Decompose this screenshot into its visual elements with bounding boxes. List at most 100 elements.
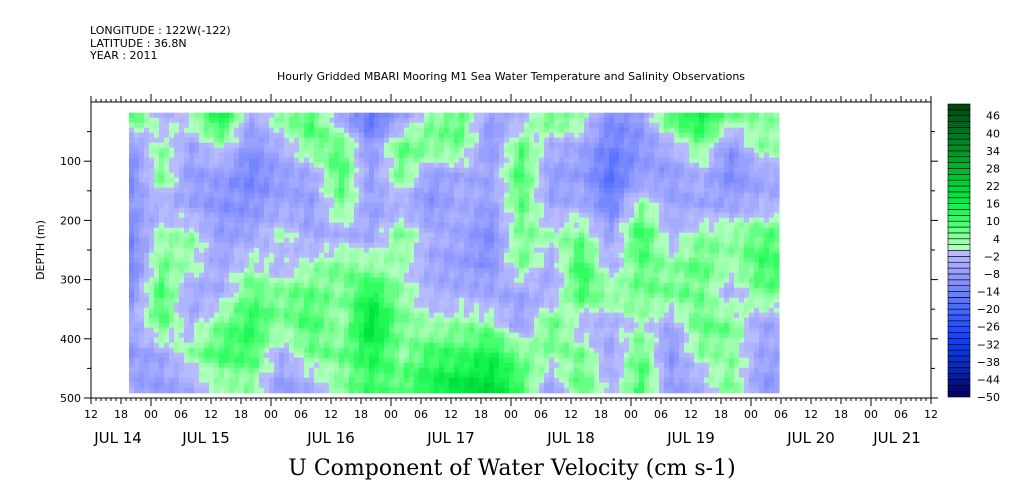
heatmap-cell <box>554 277 560 284</box>
heatmap-cell <box>234 202 240 209</box>
heatmap-cell <box>369 257 375 264</box>
heatmap-cell <box>479 142 485 149</box>
heatmap-cell <box>504 157 510 164</box>
heatmap-cell <box>459 282 465 289</box>
heatmap-cell <box>144 147 150 154</box>
heatmap-cell <box>319 272 325 279</box>
heatmap-cell <box>414 262 420 269</box>
heatmap-cell <box>174 292 180 299</box>
heatmap-cell <box>254 367 260 374</box>
heatmap-cell <box>424 357 430 364</box>
heatmap-cell <box>159 292 165 299</box>
heatmap-cell <box>364 202 370 209</box>
heatmap-cell <box>389 312 395 319</box>
heatmap-cell <box>339 242 345 249</box>
heatmap-cell <box>539 197 545 204</box>
heatmap-cell <box>349 152 355 159</box>
heatmap-cell <box>544 177 550 184</box>
heatmap-cell <box>339 267 345 274</box>
heatmap-cell <box>419 132 425 139</box>
heatmap-cell <box>249 182 255 189</box>
heatmap-cell <box>414 362 420 369</box>
heatmap-cell <box>189 157 195 164</box>
heatmap-cell <box>479 382 485 389</box>
heatmap-cell <box>319 232 325 239</box>
heatmap-cell <box>449 342 455 349</box>
heatmap-cell <box>329 167 335 174</box>
heatmap-cell <box>174 367 180 374</box>
heatmap-cell <box>379 222 385 229</box>
heatmap-cell <box>449 127 455 134</box>
heatmap-cell <box>144 327 150 334</box>
heatmap-cell <box>359 217 365 224</box>
heatmap-cell <box>254 307 260 314</box>
heatmap-cell <box>394 357 400 364</box>
heatmap-cell <box>154 237 160 244</box>
heatmap-cell <box>559 137 565 144</box>
heatmap-cell <box>209 132 215 139</box>
heatmap-cell <box>384 302 390 309</box>
heatmap-cell <box>459 222 465 229</box>
heatmap-cell <box>234 277 240 284</box>
heatmap-cell <box>319 147 325 154</box>
heatmap-cell <box>319 132 325 139</box>
heatmap-cell <box>504 167 510 174</box>
heatmap-cell <box>374 287 380 294</box>
heatmap-cell <box>159 137 165 144</box>
heatmap-cell <box>259 127 265 134</box>
heatmap-cell <box>529 267 535 274</box>
heatmap-cell <box>329 337 335 344</box>
heatmap-cell <box>244 212 250 219</box>
heatmap-cell <box>314 272 320 279</box>
heatmap-cell <box>459 272 465 279</box>
heatmap-cell <box>264 122 270 129</box>
heatmap-cell <box>404 312 410 319</box>
heatmap-cell <box>359 237 365 244</box>
heatmap-cell <box>319 177 325 184</box>
heatmap-cell <box>504 112 510 119</box>
heatmap-cell <box>209 167 215 174</box>
heatmap-cell <box>189 292 195 299</box>
heatmap-cell <box>174 387 180 394</box>
heatmap-cell <box>189 272 195 279</box>
heatmap-cell <box>294 182 300 189</box>
heatmap-cell <box>354 242 360 249</box>
heatmap-cell <box>439 267 445 274</box>
heatmap-cell <box>439 182 445 189</box>
heatmap-cell <box>149 137 155 144</box>
heatmap-cell <box>214 122 220 129</box>
heatmap-cell <box>529 312 535 319</box>
heatmap-cell <box>379 162 385 169</box>
heatmap-cell <box>544 357 550 364</box>
heatmap-cell <box>244 382 250 389</box>
heatmap-cell <box>339 317 345 324</box>
heatmap-cell <box>149 362 155 369</box>
heatmap-cell <box>219 252 225 259</box>
heatmap-cell <box>549 377 555 384</box>
heatmap-cell <box>439 377 445 384</box>
heatmap-cell <box>219 352 225 359</box>
heatmap-cell <box>559 117 565 124</box>
heatmap-cell <box>309 212 315 219</box>
heatmap-cell <box>344 372 350 379</box>
heatmap-cell <box>304 157 310 164</box>
heatmap-cell <box>359 167 365 174</box>
heatmap-cell <box>199 312 205 319</box>
heatmap-cell <box>149 337 155 344</box>
heatmap-cell <box>559 232 565 239</box>
heatmap-cell <box>244 147 250 154</box>
heatmap-cell <box>369 262 375 269</box>
heatmap-cell <box>209 252 215 259</box>
heatmap-cell <box>379 302 385 309</box>
heatmap-cell <box>239 252 245 259</box>
heatmap-cell <box>344 217 350 224</box>
heatmap-cell <box>409 302 415 309</box>
heatmap-cell <box>464 327 470 334</box>
heatmap-cell <box>349 367 355 374</box>
heatmap-cell <box>439 252 445 259</box>
heatmap-cell <box>454 187 460 194</box>
heatmap-cell <box>494 207 500 214</box>
heatmap-cell <box>169 267 175 274</box>
heatmap-cell <box>299 152 305 159</box>
heatmap-cell <box>279 297 285 304</box>
